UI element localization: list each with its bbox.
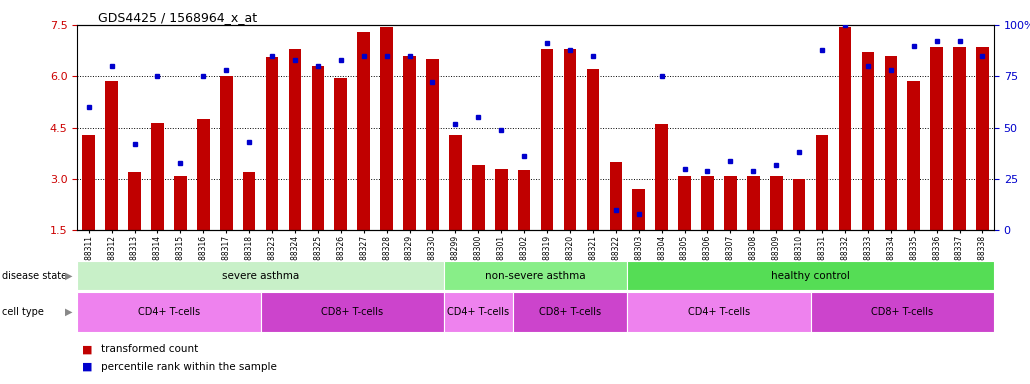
Bar bbox=[288, 49, 301, 230]
Bar bbox=[747, 175, 759, 230]
Bar bbox=[513, 292, 627, 332]
Bar bbox=[518, 170, 530, 230]
Bar bbox=[174, 175, 186, 230]
Text: ▶: ▶ bbox=[65, 270, 72, 281]
Bar bbox=[77, 292, 261, 332]
Bar bbox=[220, 76, 233, 230]
Bar bbox=[930, 47, 942, 230]
Bar bbox=[954, 47, 966, 230]
Text: healthy control: healthy control bbox=[771, 270, 850, 281]
Text: severe asthma: severe asthma bbox=[222, 270, 300, 281]
Bar bbox=[563, 49, 576, 230]
Bar bbox=[82, 134, 95, 230]
Bar bbox=[816, 134, 828, 230]
Bar bbox=[770, 175, 783, 230]
Bar bbox=[404, 56, 416, 230]
Bar bbox=[129, 172, 141, 230]
Text: CD4+ T-cells: CD4+ T-cells bbox=[138, 307, 200, 317]
Bar bbox=[312, 66, 324, 230]
Bar bbox=[77, 261, 444, 290]
Bar bbox=[587, 70, 599, 230]
Text: disease state: disease state bbox=[2, 270, 67, 281]
Bar bbox=[627, 292, 811, 332]
Text: transformed count: transformed count bbox=[101, 344, 198, 354]
Bar bbox=[701, 175, 714, 230]
Bar bbox=[426, 59, 439, 230]
Bar bbox=[151, 122, 164, 230]
Bar bbox=[472, 166, 484, 230]
Bar bbox=[627, 261, 994, 290]
Text: percentile rank within the sample: percentile rank within the sample bbox=[101, 362, 277, 372]
Bar bbox=[444, 292, 513, 332]
Text: CD8+ T-cells: CD8+ T-cells bbox=[321, 307, 383, 317]
Bar bbox=[679, 175, 691, 230]
Text: ■: ■ bbox=[82, 344, 93, 354]
Bar bbox=[449, 134, 461, 230]
Bar bbox=[197, 119, 209, 230]
Bar bbox=[885, 56, 897, 230]
Bar bbox=[724, 175, 736, 230]
Bar bbox=[655, 124, 667, 230]
Text: cell type: cell type bbox=[2, 307, 44, 317]
Bar bbox=[610, 162, 622, 230]
Text: ▶: ▶ bbox=[65, 307, 72, 317]
Bar bbox=[811, 292, 994, 332]
Text: CD8+ T-cells: CD8+ T-cells bbox=[871, 307, 933, 317]
Text: GDS4425 / 1568964_x_at: GDS4425 / 1568964_x_at bbox=[98, 12, 256, 25]
Bar bbox=[862, 52, 874, 230]
Bar bbox=[335, 78, 347, 230]
Bar bbox=[541, 49, 553, 230]
Bar bbox=[976, 47, 989, 230]
Bar bbox=[632, 189, 645, 230]
Text: CD4+ T-cells: CD4+ T-cells bbox=[688, 307, 750, 317]
Bar bbox=[907, 81, 920, 230]
Text: ■: ■ bbox=[82, 362, 93, 372]
Bar bbox=[444, 261, 627, 290]
Bar bbox=[380, 26, 392, 230]
Text: CD4+ T-cells: CD4+ T-cells bbox=[447, 307, 510, 317]
Bar bbox=[266, 58, 278, 230]
Bar bbox=[495, 169, 508, 230]
Text: CD8+ T-cells: CD8+ T-cells bbox=[539, 307, 602, 317]
Bar bbox=[261, 292, 444, 332]
Text: non-severe asthma: non-severe asthma bbox=[485, 270, 586, 281]
Bar bbox=[793, 179, 805, 230]
Bar bbox=[243, 172, 255, 230]
Bar bbox=[838, 26, 851, 230]
Bar bbox=[105, 81, 117, 230]
Bar bbox=[357, 32, 370, 230]
